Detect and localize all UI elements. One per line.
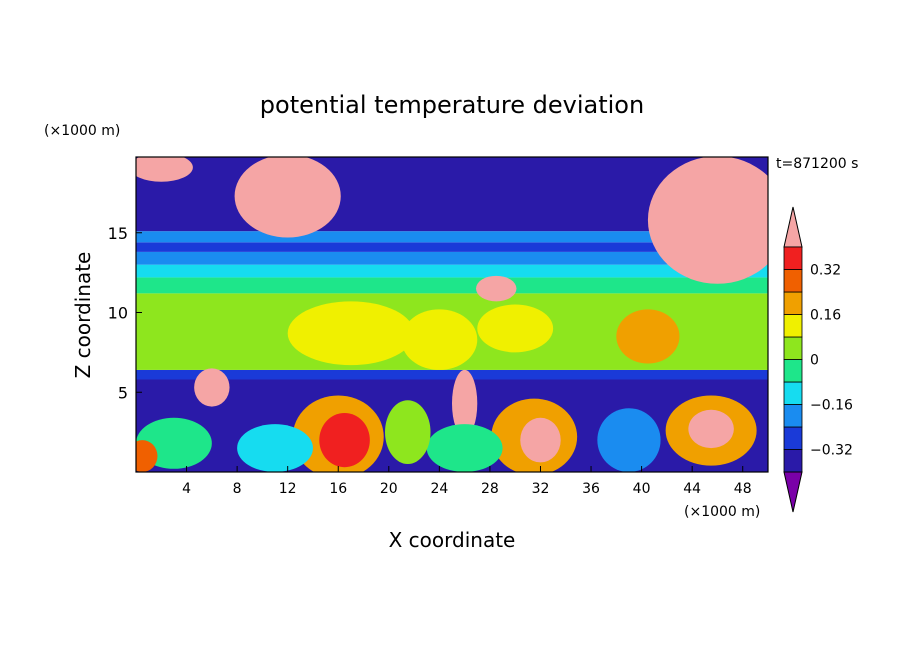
contour-feature-19 (597, 408, 661, 472)
contour-feature-0 (234, 157, 341, 238)
x-tick-label: 16 (329, 481, 347, 497)
colorbar-extend-bottom (783, 471, 803, 513)
contour-band-4 (136, 264, 768, 278)
x-tick-label: 48 (734, 481, 752, 497)
colorbar-swatch (783, 269, 803, 293)
contour-feature-4 (194, 368, 230, 407)
y-tick-label: 5 (118, 383, 128, 402)
colorbar-swatch (783, 426, 803, 450)
colorbar-tick-label: −0.32 (810, 443, 853, 459)
x-tick-label: 32 (532, 481, 550, 497)
colorbar-swatch (783, 359, 803, 383)
contour-feature-2 (136, 157, 193, 182)
x-tick-label: 8 (233, 481, 242, 497)
colorbar: 0.32 0.16 0 −0.16 −0.32 (783, 206, 853, 513)
colorbar-tick-label: 0.32 (810, 263, 841, 279)
contour-feature-21 (385, 400, 431, 465)
colorbar-swatch (783, 246, 803, 270)
colorbar-tick-label: 0 (810, 353, 819, 369)
contour-feature-1 (647, 157, 768, 284)
contour-band-6 (136, 242, 768, 252)
x-tick-label: 28 (481, 481, 499, 497)
x-tick-label: 36 (582, 481, 600, 497)
contour-feature-9 (477, 304, 554, 353)
contour-feature-3 (476, 275, 517, 302)
x-axis-label: X coordinate (389, 528, 516, 552)
contour-band-5 (136, 251, 768, 265)
contour-field (136, 157, 768, 472)
contour-band-7 (136, 231, 768, 243)
x-tick-label: 40 (633, 481, 651, 497)
contour-feature-5 (452, 369, 478, 437)
contour-feature-11 (319, 412, 370, 468)
colorbar-extend-top (783, 206, 803, 248)
contour-feature-13 (520, 417, 561, 463)
x-axis-ticks: 4 8 12 16 20 24 28 32 36 40 44 48 (182, 466, 752, 497)
y-unit-label: (×1000 m) (44, 123, 120, 139)
plot-frame (135, 156, 769, 473)
contour-feature-20 (136, 440, 158, 472)
contour-feature-8 (616, 309, 680, 364)
y-tick-label: 15 (108, 224, 128, 243)
colorbar-swatch (783, 314, 803, 338)
time-label: t=871200 s (776, 156, 858, 172)
contour-band-3 (136, 277, 768, 294)
x-tick-label: 24 (430, 481, 448, 497)
colorbar-swatch (783, 381, 803, 405)
colorbar-swatch (783, 291, 803, 315)
x-tick-label: 44 (683, 481, 701, 497)
chart-title: potential temperature deviation (260, 91, 644, 119)
colorbar-swatch (783, 336, 803, 360)
colorbar-swatch (783, 449, 803, 473)
y-axis-label: Z coordinate (71, 252, 95, 379)
x-unit-label: (×1000 m) (684, 504, 760, 520)
x-tick-label: 20 (380, 481, 398, 497)
colorbar-tick-label: 0.16 (810, 308, 841, 324)
contour-feature-18 (426, 424, 503, 472)
contour-feature-15 (688, 409, 734, 449)
x-tick-label: 4 (182, 481, 191, 497)
y-tick-label: 10 (108, 304, 128, 323)
contour-band-1 (136, 369, 768, 380)
contour-feature-7 (401, 309, 478, 370)
y-axis-ticks: 5 10 15 (108, 224, 142, 402)
colorbar-tick-label: −0.16 (810, 398, 853, 414)
colorbar-swatch (783, 404, 803, 428)
x-tick-label: 12 (279, 481, 297, 497)
contour-feature-16 (237, 424, 313, 472)
contour-feature-6 (287, 301, 415, 366)
